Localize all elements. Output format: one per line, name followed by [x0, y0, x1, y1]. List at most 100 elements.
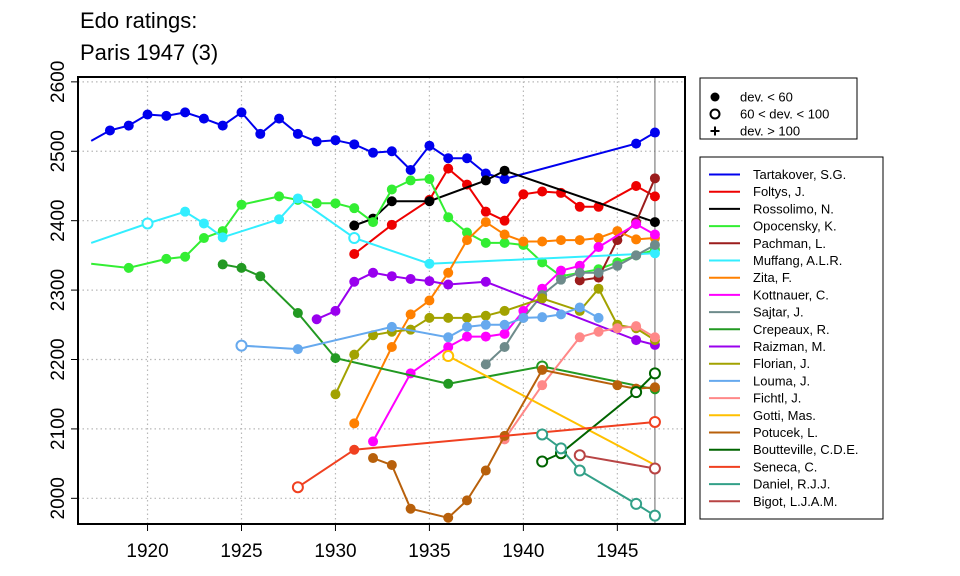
- series-potucek-l: [368, 364, 660, 523]
- marker-legend-label: dev. > 100: [740, 124, 800, 139]
- series-line: [353, 220, 655, 424]
- data-point: [649, 229, 660, 240]
- data-point: [518, 312, 529, 323]
- data-point: [631, 234, 642, 245]
- series-legend-label: Raizman, M.: [753, 339, 826, 354]
- series-line: [297, 421, 655, 489]
- series-layer: [90, 107, 661, 523]
- data-point: [349, 418, 360, 429]
- data-point: [198, 218, 209, 229]
- series-florian-j: [330, 283, 660, 400]
- data-point: [236, 107, 247, 118]
- series-legend-label: Florian, J.: [753, 356, 810, 371]
- data-point: [649, 382, 660, 393]
- data-point: [555, 274, 566, 285]
- series-daniel-r-j-j: [536, 428, 661, 522]
- data-point: [443, 267, 454, 278]
- data-point: [368, 436, 379, 447]
- data-point: [499, 328, 510, 339]
- series-tartakover-s-g: [90, 107, 660, 185]
- data-point: [649, 191, 660, 202]
- data-point: [593, 233, 604, 244]
- data-point: [217, 120, 228, 131]
- series-legend-label: Rossolimo, N.: [753, 201, 834, 216]
- y-tick-label: 2600: [48, 61, 69, 103]
- x-tick-label: 1940: [502, 541, 544, 562]
- x-axis: 1920 1925 1930 1935 1940 1945: [126, 524, 638, 562]
- data-point: [405, 175, 416, 186]
- data-point: [424, 312, 435, 323]
- data-point: [443, 163, 454, 174]
- data-point: [443, 342, 454, 353]
- y-tick-label: 2300: [48, 269, 69, 311]
- data-point: [518, 189, 529, 200]
- data-point: [631, 138, 642, 149]
- data-point: [349, 248, 360, 259]
- series-line: [90, 111, 656, 181]
- data-point: [349, 203, 360, 214]
- data-point: [649, 217, 660, 228]
- series-legend-label: Potucek, L.: [753, 425, 818, 440]
- data-point: [405, 273, 416, 284]
- data-point: [349, 220, 360, 231]
- data-point: [574, 267, 585, 278]
- data-point: [649, 248, 660, 259]
- data-point: [235, 339, 248, 352]
- data-point: [462, 235, 473, 246]
- series-legend-label: Louma, J.: [753, 373, 810, 388]
- data-point: [292, 193, 303, 204]
- data-point: [462, 227, 473, 238]
- data-point: [405, 503, 416, 514]
- data-point: [311, 198, 322, 209]
- series-legend: Tartakover, S.G. Foltys, J. Rossolimo, N. O…: [699, 156, 884, 520]
- y-tick-label: 2500: [48, 130, 69, 172]
- data-point: [574, 260, 585, 271]
- data-point: [349, 276, 360, 287]
- data-point: [499, 305, 510, 316]
- y-tick-label: 2400: [48, 200, 69, 242]
- series-legend-label: Fichtl, J.: [753, 391, 801, 406]
- data-point: [386, 342, 397, 353]
- series-legend-label: Boutteville, C.D.E.: [753, 442, 859, 457]
- data-point: [499, 215, 510, 226]
- data-point: [593, 312, 604, 323]
- series-legend-label: Crepeaux, R.: [753, 322, 830, 337]
- series-line: [334, 286, 656, 395]
- data-point: [368, 453, 379, 464]
- data-point: [499, 229, 510, 240]
- data-point: [311, 314, 322, 325]
- marker-legend: dev. < 60 60 < dev. < 100 dev. > 100: [699, 77, 858, 140]
- data-point: [537, 364, 548, 375]
- data-point: [574, 332, 585, 343]
- data-point: [123, 262, 134, 273]
- data-point: [161, 253, 172, 264]
- data-point: [104, 125, 115, 136]
- data-point: [386, 460, 397, 471]
- series-legend-box: [699, 156, 884, 520]
- data-point: [648, 509, 661, 522]
- series-fichtl-j: [499, 321, 660, 445]
- data-point: [593, 283, 604, 294]
- data-point: [462, 331, 473, 342]
- data-point: [330, 389, 341, 400]
- series-line: [90, 197, 655, 265]
- y-axis: 2000 2100 2200 2300 2400 2500 2600: [48, 61, 78, 519]
- data-point: [499, 342, 510, 353]
- data-point: [536, 428, 549, 441]
- series-boutteville-c-d-e: [536, 367, 661, 468]
- data-point: [386, 184, 397, 195]
- data-point: [480, 276, 491, 287]
- data-point: [574, 302, 585, 313]
- series-crepeaux-r: [217, 259, 660, 395]
- data-point: [348, 232, 361, 245]
- series-gotti-mas: [442, 350, 656, 466]
- data-point: [443, 279, 454, 290]
- series-opocensky-k: [91, 174, 660, 282]
- series-line: [541, 372, 656, 463]
- data-point: [631, 335, 642, 346]
- data-point: [368, 217, 379, 228]
- data-point: [274, 191, 285, 202]
- data-point: [480, 331, 491, 342]
- data-point: [443, 312, 454, 323]
